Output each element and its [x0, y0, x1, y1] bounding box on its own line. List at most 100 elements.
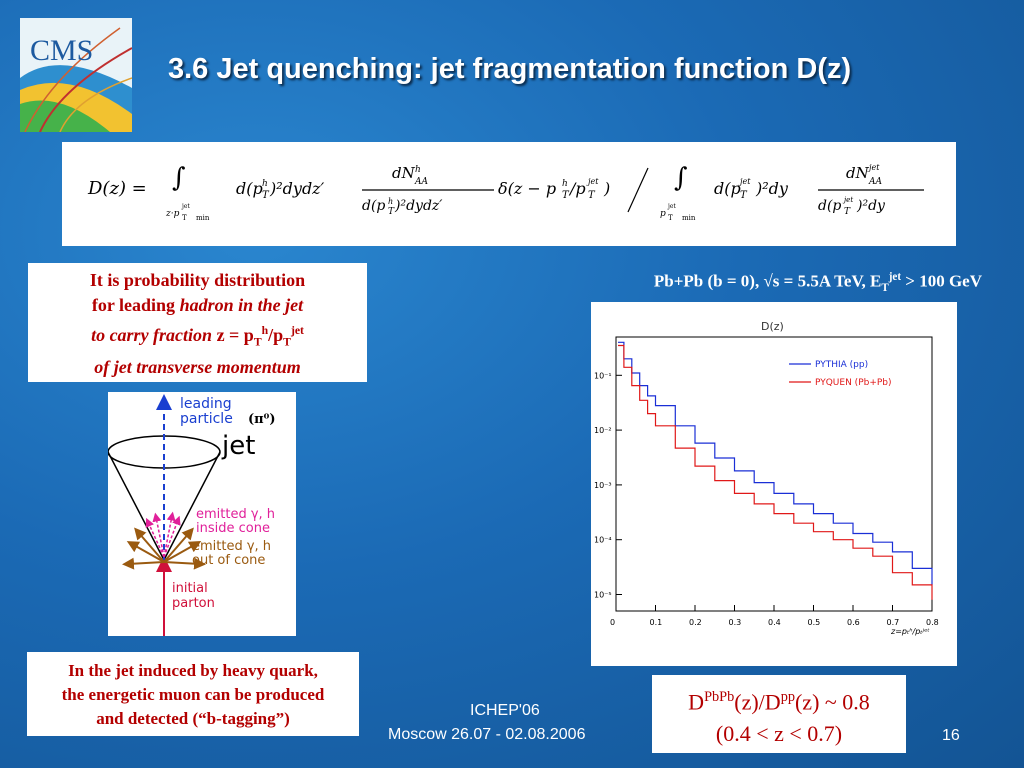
- svg-text:T: T: [562, 190, 570, 201]
- out-of-cone-label: out of cone: [192, 553, 265, 568]
- definition-box: It is probability distribution for leadi…: [28, 263, 367, 382]
- ratio-box: DPbPb(z)/Dpp(z) ~ 0.8 (0.4 < z < 0.7): [652, 675, 906, 753]
- svg-text:d(p: d(p: [818, 198, 841, 214]
- particle-label: particle: [180, 411, 233, 427]
- svg-text:∫: ∫: [172, 163, 186, 193]
- svg-text:)²dy: )²dy: [755, 179, 789, 198]
- conditions-tail: > 100 GeV: [901, 271, 982, 291]
- svg-text:): ): [603, 179, 610, 198]
- svg-text:T: T: [182, 214, 187, 222]
- leading-label: leading: [180, 396, 232, 412]
- svg-text:T: T: [668, 214, 673, 222]
- definition-line2-b: hadron in the jet: [179, 295, 304, 315]
- svg-text:δ(z − p: δ(z − p: [498, 179, 556, 198]
- svg-text:jet: jet: [842, 196, 853, 204]
- cms-logo-text: CMS: [30, 34, 93, 67]
- initial-label: initial: [172, 581, 208, 596]
- x-tick-label: 0.1: [650, 618, 663, 627]
- svg-text:T: T: [388, 207, 395, 217]
- x-tick-label: 0.6: [847, 618, 860, 627]
- footer-conference: ICHEP'06: [470, 702, 540, 719]
- svg-text:jet: jet: [738, 177, 751, 186]
- plot-svg: D(z) 0 0.1 0.2 0.3 0.4 0.5 0.6 0.7 0.8 10⁻¹ 10⁻² 10…: [594, 320, 939, 636]
- svg-text:AA: AA: [868, 177, 882, 187]
- svg-text:dN: dN: [846, 164, 870, 182]
- ratio-line1: DPbPb(z)/Dpp(z) ~ 0.8: [688, 689, 870, 715]
- x-tick-label: 0.3: [729, 618, 742, 627]
- ratio-mid: (z)/D: [734, 689, 781, 715]
- y-tick-label: 10⁻²: [594, 426, 612, 435]
- svg-text:min: min: [682, 214, 696, 222]
- x-tick-label: 0.2: [689, 618, 702, 627]
- svg-text:D(z) =: D(z) =: [87, 178, 147, 199]
- definition-line4: of jet transverse momentum: [28, 355, 367, 380]
- definition-line4-text: of jet transverse momentum: [94, 356, 301, 377]
- svg-text:T: T: [588, 190, 596, 201]
- footer-place: Moscow 26.07 - 02.08.2006: [388, 726, 586, 743]
- ratio-line2: (0.4 < z < 0.7): [715, 721, 843, 747]
- svg-text:)²dydz′: )²dydz′: [269, 179, 325, 198]
- svg-text:)²dydz′: )²dydz′: [394, 198, 443, 214]
- svg-text:h: h: [562, 179, 568, 189]
- ratio-end: (z) ~ 0.8: [794, 689, 870, 715]
- definition-line2-a: for leading: [91, 295, 180, 315]
- formula-box: D(z) = ∫ z·p T jet min d(p T h )²dydz′ d…: [62, 142, 956, 246]
- definition-z: z = p: [216, 325, 254, 345]
- svg-text:d(p: d(p: [236, 179, 263, 198]
- svg-text:h: h: [388, 197, 393, 206]
- svg-text:dN: dN: [392, 164, 416, 182]
- emitted-outside-label: emitted γ, h: [192, 539, 271, 554]
- svg-text:h: h: [262, 179, 268, 189]
- svg-text:z·p: z·p: [165, 209, 180, 219]
- svg-text:T: T: [262, 190, 270, 201]
- jet-diagram: leading particle (π⁰) jet emitted γ, h i…: [107, 392, 296, 636]
- x-tick-label: 0.5: [808, 618, 821, 627]
- cms-logo: CMS: [20, 18, 132, 132]
- svg-text:jet: jet: [586, 177, 599, 186]
- svg-text:)²dy: )²dy: [856, 198, 886, 214]
- page-number: 16: [942, 727, 960, 744]
- definition-line3-a: to carry fraction: [91, 325, 217, 345]
- inside-cone-label: inside cone: [196, 521, 270, 536]
- fragmentation-plot: D(z) 0 0.1 0.2 0.3 0.4 0.5 0.6 0.7 0.8 10⁻¹ 10⁻² 10…: [591, 302, 957, 666]
- x-tick-label: 0: [610, 618, 615, 627]
- svg-text:/p: /p: [568, 179, 586, 198]
- svg-text:d(p: d(p: [714, 179, 741, 198]
- svg-text:p: p: [660, 209, 666, 219]
- series-line-1: [618, 344, 933, 600]
- chart-title: D(z): [761, 320, 784, 333]
- svg-text:AA: AA: [414, 177, 428, 187]
- y-tick-label: 10⁻⁵: [594, 591, 612, 600]
- y-tick-label: 10⁻¹: [594, 371, 612, 380]
- x-tick-label: 0.7: [887, 618, 900, 627]
- muon-note-line1: In the jet induced by heavy quark,: [68, 661, 318, 680]
- definition-line1: It is probability distribution: [89, 270, 306, 290]
- conditions-text: Pb+Pb (b = 0), √s = 5.5A TeV, E: [653, 271, 882, 291]
- jet-label: jet: [221, 431, 255, 461]
- slide-title: 3.6 Jet quenching: jet fragmentation fun…: [168, 53, 852, 85]
- muon-note-line2: the energetic muon can be produced: [61, 685, 325, 704]
- svg-text:T: T: [740, 190, 748, 201]
- svg-text:jet: jet: [667, 203, 676, 210]
- svg-text:jet: jet: [867, 163, 880, 172]
- parton-label: parton: [172, 596, 215, 611]
- svg-text:h: h: [415, 165, 421, 175]
- collision-conditions: Pb+Pb (b = 0), √s = 5.5A TeV, ETjet > 10…: [653, 271, 982, 295]
- pi0-label: (π⁰): [248, 412, 276, 427]
- svg-text:jet: jet: [181, 203, 190, 210]
- definition-line3: to carry fraction z = pTh/pTjet: [91, 324, 304, 349]
- svg-text:min: min: [196, 214, 210, 222]
- y-tick-label: 10⁻³: [594, 481, 612, 490]
- svg-text:∫: ∫: [674, 163, 688, 193]
- y-tick-label: 10⁻⁴: [594, 536, 612, 545]
- muon-note-box: In the jet induced by heavy quark, the e…: [27, 652, 359, 736]
- definition-line2: for leading hadron in the jet: [28, 293, 367, 318]
- muon-note-line3: and detected (“b-tagging”): [96, 709, 290, 728]
- emitted-inside-label: emitted γ, h: [196, 507, 275, 522]
- x-tick-label: 0.4: [768, 618, 781, 627]
- svg-text:T: T: [844, 207, 851, 217]
- legend-label: PYTHIA (pp): [815, 360, 868, 370]
- legend-label: PYQUEN (Pb+Pb): [815, 378, 892, 388]
- x-axis-label: z=pₜʰ/pₜʲᵉᵗ: [890, 627, 930, 636]
- series-line-0: [618, 341, 933, 585]
